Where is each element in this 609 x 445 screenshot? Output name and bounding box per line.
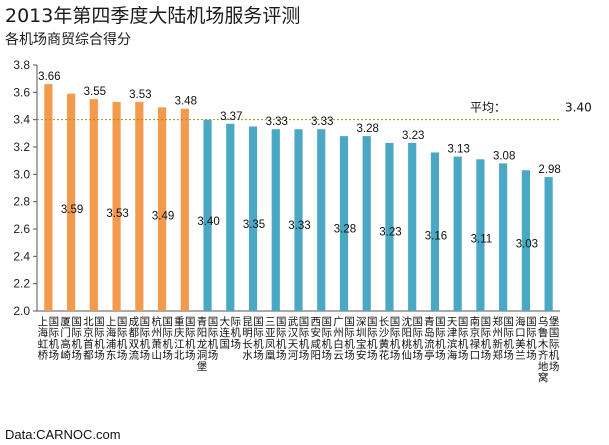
average-value: 3.40 [565,101,592,115]
data-label: 3.28 [357,123,379,135]
bar [339,136,349,311]
data-label: 3.53 [106,208,128,220]
y-tick-label: 3.0 [13,167,30,181]
data-label: 3.53 [129,89,151,101]
data-label: 3.37 [220,111,242,123]
data-label: 3.33 [266,116,288,128]
data-label: 3.40 [197,216,219,228]
y-tick-label: 2.8 [13,195,30,209]
bar [408,142,417,311]
data-labels: 3.66 3.59 3.55 3.53 3.53 3.49 3.48 3.40 3.37 3.35… [38,71,561,251]
category-label: 南京禄口国际机场 [470,315,492,362]
bar [317,129,326,311]
y-tick-label: 3.4 [13,113,30,127]
category-label: 天津滨海国际机场 [447,316,469,362]
bar [44,84,53,311]
category-label: 厦门高崎国际机场 [60,316,82,362]
category-labels: 上海虹桥国际机场厦门高崎国际机场北京首都国际机场上海浦东国际机场成都双流国际机场… [38,315,560,384]
data-label: 3.33 [311,116,333,128]
category-label: 上海浦东国际机场 [106,316,128,362]
y-axis: 2.0 2.2 2.4 2.6 2.8 3.0 3.2 3.4 3.6 3.8 [13,58,560,318]
category-label: 北京首都国际机场 [83,316,105,362]
bar [385,142,394,311]
data-label: 2.98 [538,164,560,176]
data-label: 3.49 [152,210,174,222]
category-label: 郑州新郑国际机场 [492,315,514,362]
data-label: 3.33 [288,220,310,232]
bar [521,170,530,311]
category-label: 沈阳桃仙国际机场 [401,315,423,362]
data-label: 3.23 [379,226,401,238]
category-label: 上海虹桥国际机场 [38,316,60,362]
category-label: 大连国际机场 [220,315,242,350]
data-label: 3.59 [61,204,83,216]
data-label: 3.13 [447,144,469,156]
source-note: Data:CARNOC.com [5,427,121,442]
data-label: 3.66 [38,71,60,83]
data-label: 3.11 [471,234,493,246]
bars [44,84,553,312]
category-label: 海口美兰国际机场 [515,315,537,362]
bar [180,108,189,311]
bar [112,101,121,312]
bar [135,101,144,312]
y-tick-label: 2.2 [13,277,30,291]
chart-title: 2013年第四季度大陆机场服务评测 [5,5,300,27]
y-tick-label: 2.6 [13,222,30,236]
data-label: 3.28 [334,223,356,235]
category-label: 深圳宝安国际机场 [356,316,378,362]
bar [430,152,440,311]
bar [248,126,258,311]
category-label: 三亚凤凰国际机场 [265,316,287,362]
data-label: 3.16 [425,231,447,243]
category-label: 西安咸阳国际机场 [310,316,332,362]
bar [544,177,553,311]
bar [157,107,167,311]
y-tick-label: 3.2 [13,140,30,154]
data-label: 3.48 [175,96,197,108]
data-label: 3.55 [84,86,106,98]
bar [203,119,212,312]
data-label: 3.23 [402,130,424,142]
bar [89,99,98,312]
category-label: 昆明长水国际机场 [242,316,264,362]
bar [362,136,371,311]
category-label: 武汉天河国际机场 [288,315,310,362]
y-tick-label: 2.4 [13,249,30,263]
chart-subtitle: 各机场商贸综合得分 [5,31,131,48]
bar [476,159,485,311]
category-label: 青岛流亭国际机场 [424,315,446,362]
category-label: 广州白云国际机场 [333,316,355,362]
y-tick-label: 2.0 [13,304,30,318]
category-label: 乌鲁木齐地窝堡国际机场 [538,315,560,384]
average-line-group: 平均： 3.40 [37,101,592,121]
bar [67,93,76,311]
category-label: 杭州萧山国际机场 [151,315,173,362]
data-label: 3.08 [493,150,515,162]
bar [453,156,462,311]
y-tick-label: 3.8 [13,58,30,72]
category-label: 重庆江北国际机场 [174,315,196,362]
bar [499,163,508,311]
data-label: 3.35 [243,219,265,231]
category-label: 成都双流国际机场 [129,316,151,362]
data-label: 3.03 [516,239,538,251]
bar [271,129,280,311]
y-tick-label: 3.6 [13,85,30,99]
bar [294,129,303,311]
bar [226,123,235,312]
average-label: 平均： [470,101,506,115]
category-label: 长沙黄花国际机场 [379,316,401,362]
category-label: 青阳龙洞堡国际机场 [197,315,219,373]
